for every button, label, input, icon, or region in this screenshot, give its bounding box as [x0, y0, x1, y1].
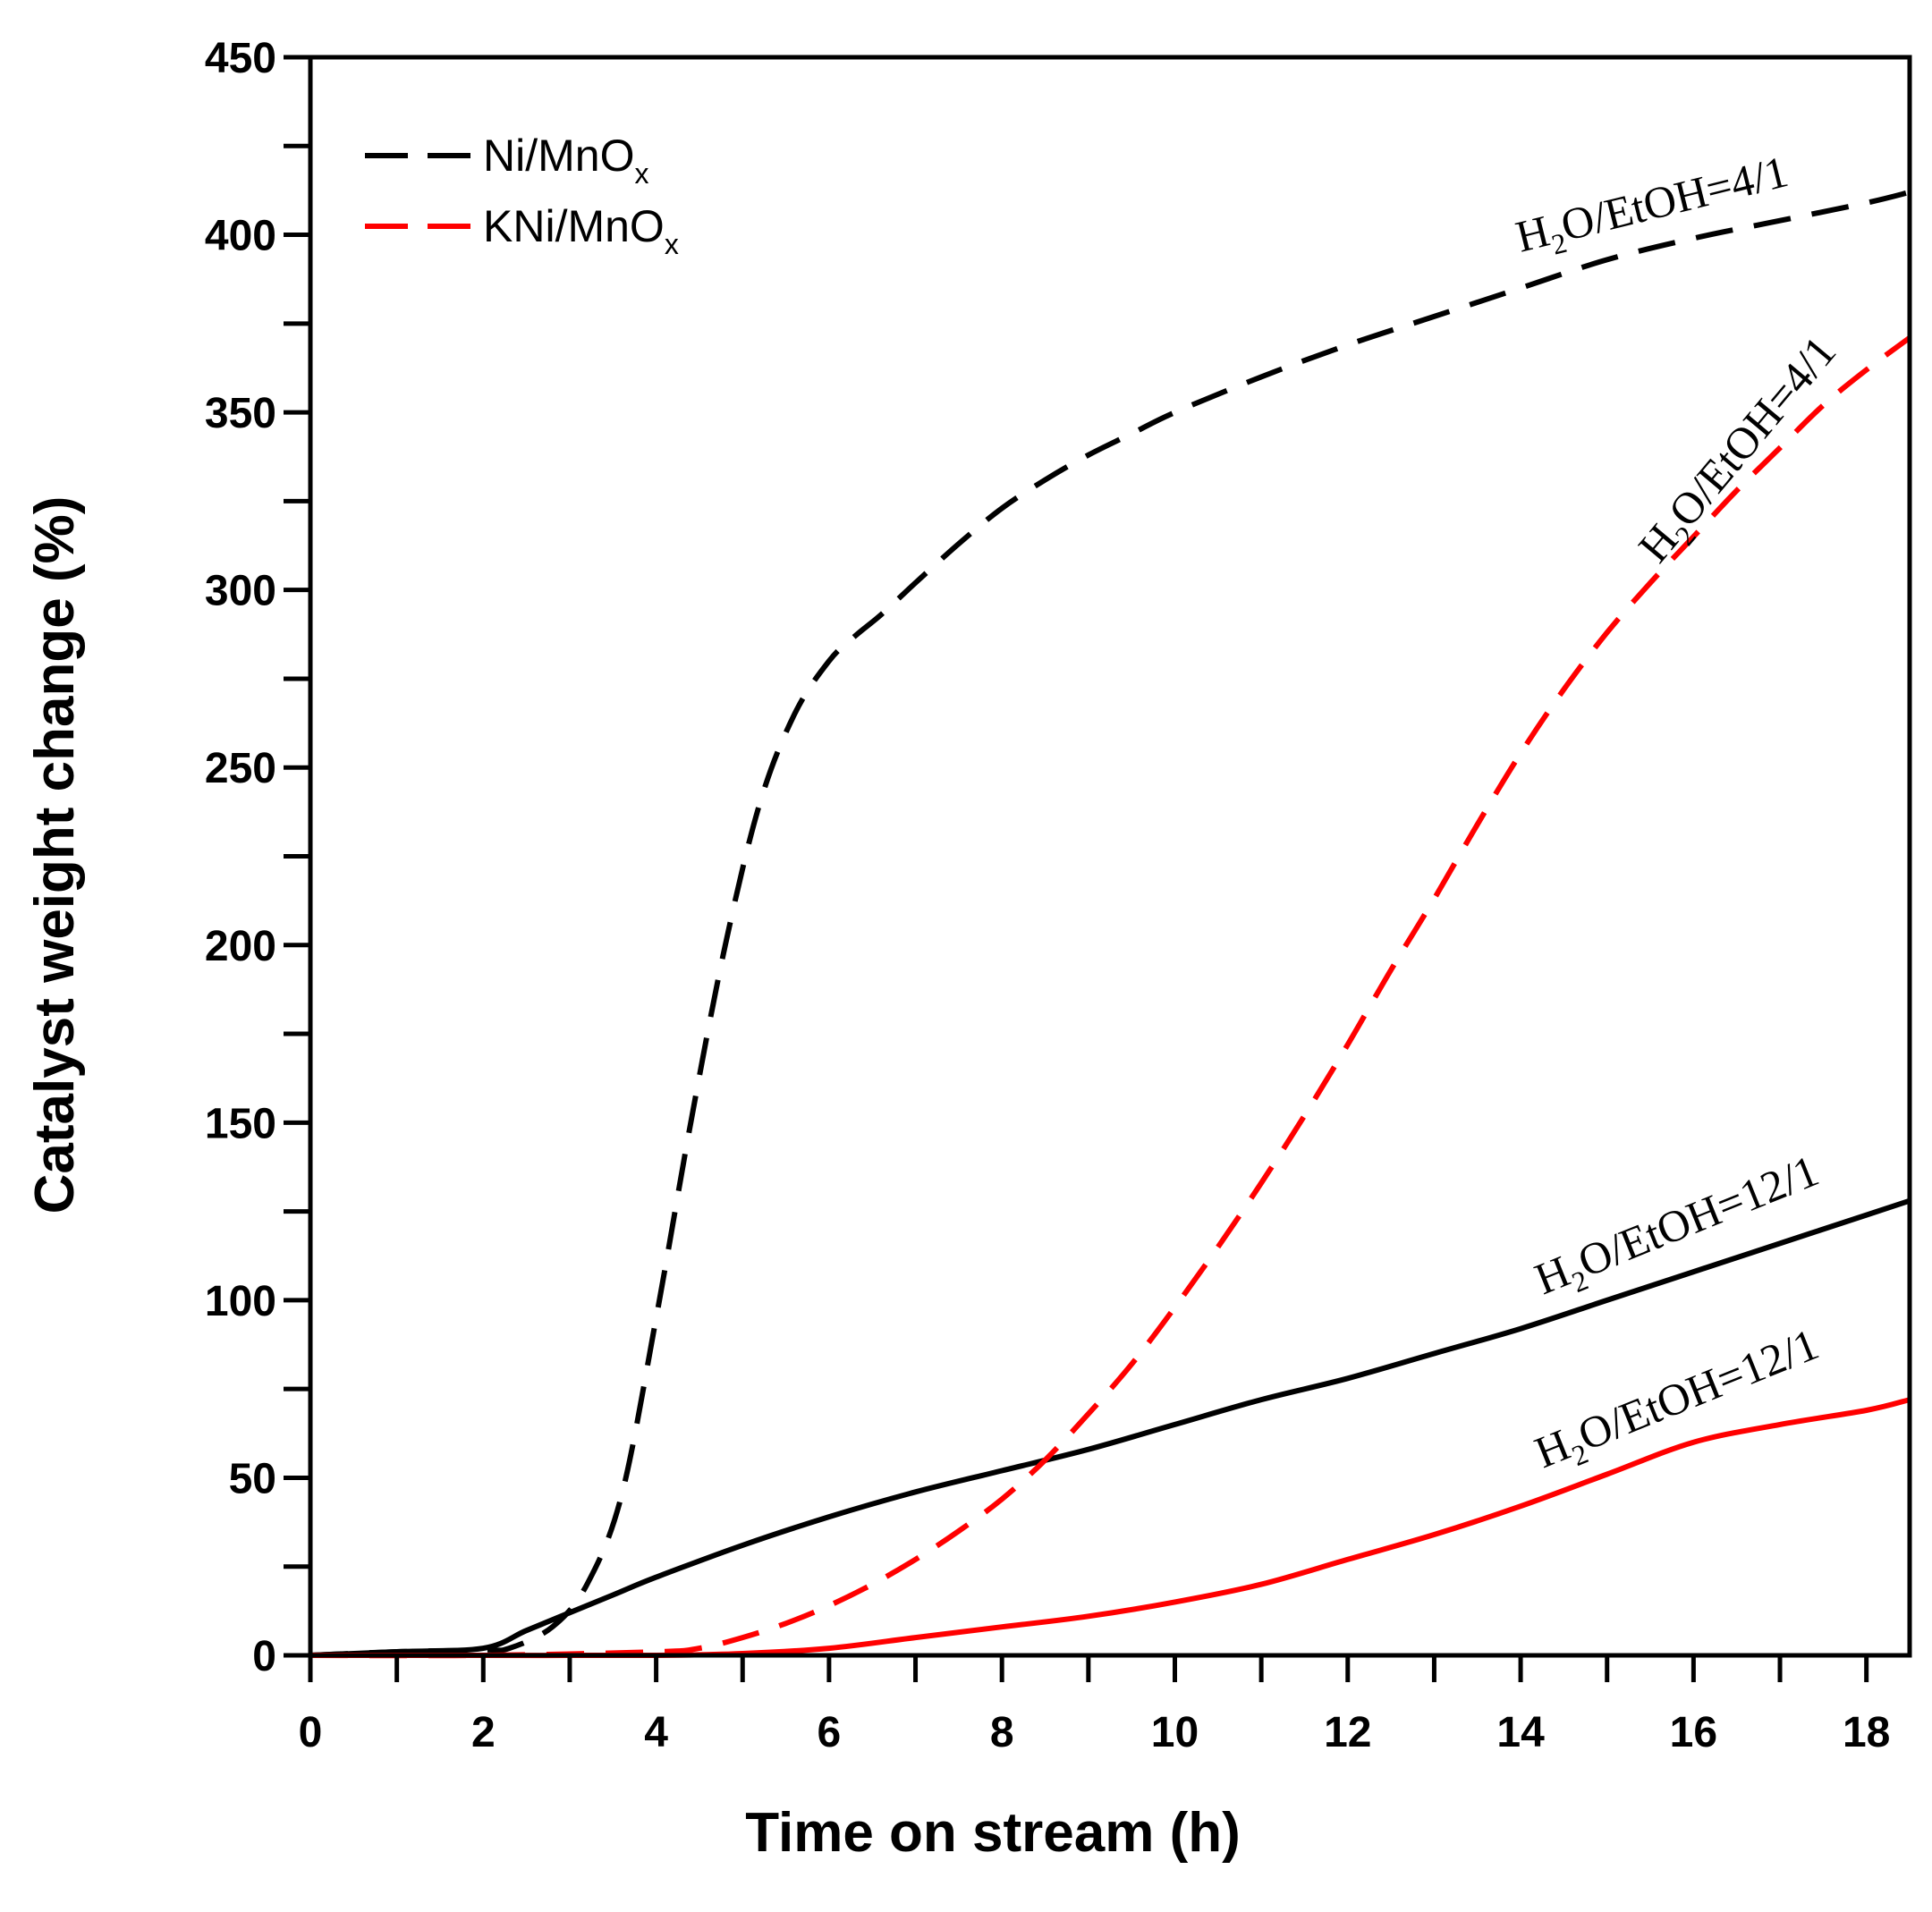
y-tick-label: 400	[205, 213, 276, 260]
y-tick-label: 350	[205, 390, 276, 437]
x-tick-label: 6	[818, 1709, 842, 1756]
y-tick-label: 250	[205, 745, 276, 792]
x-tick-label: 14	[1496, 1709, 1545, 1756]
x-tick-label: 4	[644, 1709, 668, 1756]
x-tick-label: 18	[1843, 1709, 1890, 1756]
y-tick-label: 450	[205, 35, 276, 82]
y-tick-label: 100	[205, 1278, 276, 1325]
legend-label-kni-mnox: KNi/MnOx	[483, 201, 679, 260]
y-tick-label: 300	[205, 568, 276, 615]
legend-label-ni-mnox: Ni/MnOx	[483, 131, 648, 190]
annotation-kni-12-1: H2O/EtOH=12/1	[1528, 1318, 1827, 1484]
x-tick-label: 0	[299, 1709, 323, 1756]
x-tick-label: 12	[1324, 1709, 1371, 1756]
annotation-kni-4-1: H2O/EtOH=4/1	[1629, 326, 1852, 576]
x-tick-label: 2	[471, 1709, 496, 1756]
x-tick-label: 10	[1151, 1709, 1199, 1756]
y-tick-label: 200	[205, 923, 276, 970]
x-tick-label: 8	[990, 1709, 1014, 1756]
series-line-ni-mnox-12-1	[309, 1197, 1911, 1658]
y-tick-label: 150	[205, 1100, 276, 1147]
legend: Ni/MnOx KNi/MnOx	[365, 131, 679, 260]
y-tick-label: 50	[229, 1455, 276, 1502]
series-line-ni-mnox-4-1	[309, 189, 1911, 1658]
x-axis-title: Time on stream (h)	[745, 1802, 1241, 1864]
series-line-kni-mnox-12-1	[310, 1397, 1911, 1659]
x-tick-label: 16	[1670, 1709, 1717, 1756]
annotation-ni-12-1: H2O/EtOH=12/1	[1528, 1145, 1827, 1310]
y-axis-title: Catalyst weight change (%)	[24, 496, 86, 1214]
ticks-layer: 0 50 100 150 200 250 300 350 400 450 0 2 4 6 8 10 12 14 16…	[205, 35, 1890, 1756]
y-tick-label: 0	[252, 1633, 276, 1680]
series-layer	[309, 189, 1911, 1659]
